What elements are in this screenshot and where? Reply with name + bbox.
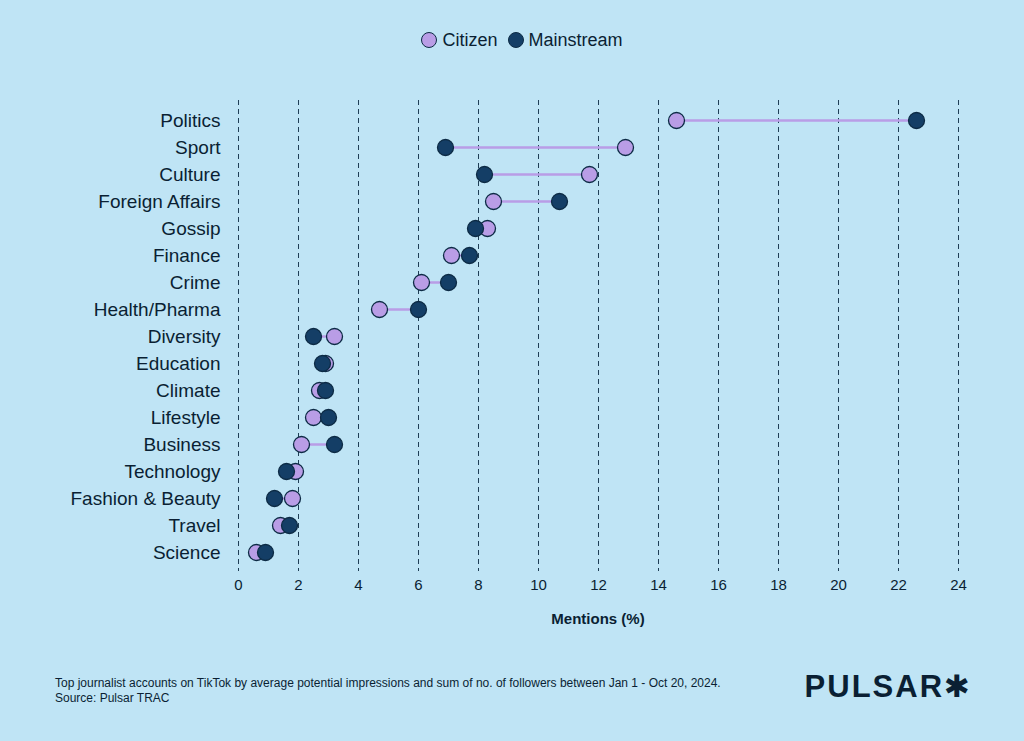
svg-text:6: 6 bbox=[414, 576, 422, 593]
svg-text:8: 8 bbox=[474, 576, 482, 593]
html-text:Mentions (%): Mentions (%) bbox=[551, 610, 645, 627]
svg-text:Business: Business bbox=[143, 434, 220, 455]
svg-text:Politics: Politics bbox=[160, 110, 220, 131]
svg-text:24: 24 bbox=[950, 576, 967, 593]
svg-text:4: 4 bbox=[354, 576, 362, 593]
svg-text:2: 2 bbox=[294, 576, 302, 593]
svg-text:Climate: Climate bbox=[156, 380, 220, 401]
svg-text:Foreign Affairs: Foreign Affairs bbox=[98, 191, 220, 212]
html-text:PULSAR✱: PULSAR✱ bbox=[804, 669, 972, 704]
svg-text:0: 0 bbox=[234, 576, 242, 593]
svg-text:Fashion & Beauty: Fashion & Beauty bbox=[71, 488, 221, 509]
svg-text:Health/Pharma: Health/Pharma bbox=[94, 299, 221, 320]
svg-text:16: 16 bbox=[710, 576, 727, 593]
svg-text:Culture: Culture bbox=[159, 164, 220, 185]
svg-text:Diversity: Diversity bbox=[148, 326, 221, 347]
svg-text:Finance: Finance bbox=[153, 245, 221, 266]
html-text:Mainstream: Mainstream bbox=[528, 29, 623, 50]
svg-text:22: 22 bbox=[890, 576, 907, 593]
svg-text:Education: Education bbox=[136, 353, 221, 374]
svg-text:18: 18 bbox=[770, 576, 787, 593]
svg-text:12: 12 bbox=[590, 576, 607, 593]
svg-text:Lifestyle: Lifestyle bbox=[151, 407, 221, 428]
svg-text:Technology: Technology bbox=[124, 461, 221, 482]
svg-text:Travel: Travel bbox=[168, 515, 220, 536]
svg-text:Science: Science bbox=[153, 542, 221, 563]
html-text:Top journalist accounts on Tik: Top journalist accounts on TikTok by ave… bbox=[55, 676, 721, 690]
html-text:Source: Pulsar TRAC: Source: Pulsar TRAC bbox=[55, 691, 170, 705]
svg-text:Crime: Crime bbox=[170, 272, 221, 293]
svg-text:Gossip: Gossip bbox=[161, 218, 220, 239]
html-text:Citizen: Citizen bbox=[442, 29, 498, 50]
svg-text:Sport: Sport bbox=[175, 137, 221, 158]
svg-text:10: 10 bbox=[530, 576, 547, 593]
svg-text:14: 14 bbox=[650, 576, 667, 593]
svg-text:20: 20 bbox=[830, 576, 847, 593]
